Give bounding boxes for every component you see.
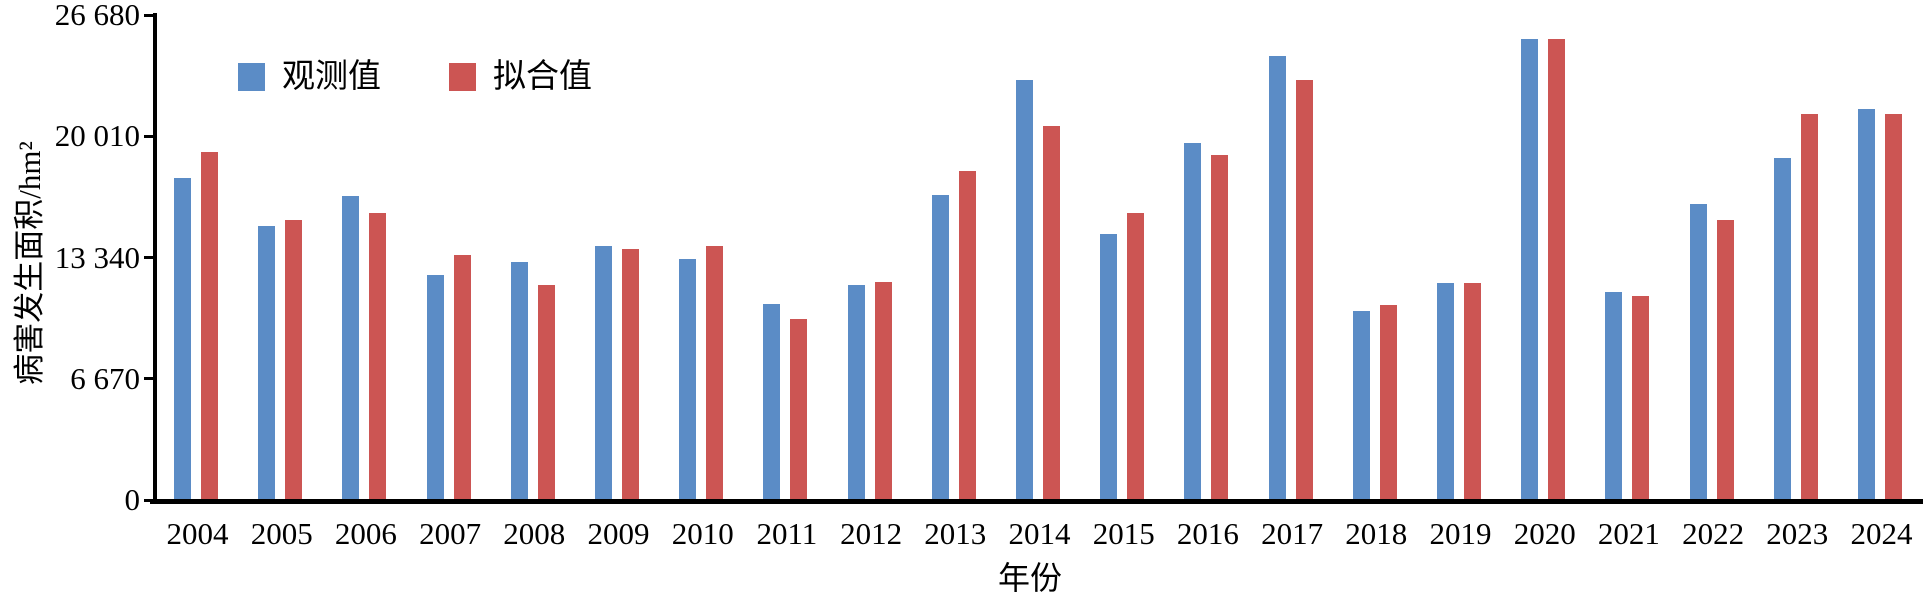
- x-tick-label-2005: 2005: [250, 516, 313, 551]
- bar-fitted-2005: [285, 220, 303, 500]
- bar-observed-2008: [510, 261, 528, 500]
- x-tick-label-2019: 2019: [1429, 516, 1492, 551]
- x-tick-label-2012: 2012: [840, 516, 903, 551]
- bar-observed-2012: [847, 284, 865, 500]
- bar-fitted-2016: [1211, 154, 1229, 500]
- bar-fitted-2023: [1800, 113, 1818, 500]
- x-tick-label-2004: 2004: [166, 516, 229, 551]
- bar-observed-2018: [1352, 310, 1370, 500]
- y-tick-mark: [144, 134, 154, 138]
- x-tick-label-2017: 2017: [1261, 516, 1324, 551]
- legend-label-observed: 观测值: [282, 59, 381, 95]
- x-tick-label-2007: 2007: [419, 516, 482, 551]
- bar-fitted-2014: [1043, 125, 1060, 500]
- bar-observed-2011: [763, 303, 781, 500]
- y-tick-label: 13 340: [54, 239, 140, 275]
- y-axis-line: [153, 13, 157, 504]
- bar-observed-2015: [1100, 233, 1118, 500]
- bar-fitted-2011: [790, 319, 808, 500]
- bar-fitted-2022: [1716, 220, 1734, 500]
- x-tick-label-2023: 2023: [1766, 516, 1829, 551]
- x-tick-label-2024: 2024: [1850, 516, 1913, 551]
- y-tick-label: 20 010: [54, 118, 140, 154]
- x-tick-label-2016: 2016: [1176, 516, 1239, 551]
- bar-observed-2013: [931, 194, 949, 500]
- x-tick-label-2022: 2022: [1682, 516, 1745, 551]
- y-tick-mark: [144, 377, 154, 381]
- x-tick-label-2020: 2020: [1513, 516, 1576, 551]
- bar-observed-2004: [174, 178, 191, 500]
- bar-fitted-2015: [1127, 212, 1145, 500]
- y-tick-mark: [144, 256, 154, 259]
- bar-fitted-2012: [874, 281, 892, 500]
- bar-observed-2023: [1773, 158, 1791, 500]
- x-tick-label-2006: 2006: [334, 516, 397, 551]
- x-axis-title: 年份: [997, 560, 1062, 596]
- x-tick-label-2015: 2015: [1092, 516, 1155, 551]
- bar-observed-2007: [426, 274, 444, 500]
- bar-fitted-2021: [1632, 296, 1650, 500]
- bar-observed-2021: [1605, 291, 1623, 500]
- y-tick-mark: [144, 13, 154, 17]
- y-tick-mark: [144, 498, 154, 502]
- x-tick-label-2018: 2018: [1345, 516, 1408, 551]
- bar-observed-2014: [1016, 80, 1033, 500]
- legend-label-fitted: 拟合值: [493, 59, 592, 95]
- y-tick-label: 0: [124, 482, 141, 517]
- x-tick-label-2011: 2011: [756, 516, 818, 551]
- legend-swatch-observed: [238, 63, 265, 91]
- bar-fitted-2024: [1885, 113, 1902, 500]
- bar-observed-2019: [1437, 282, 1454, 500]
- bar-observed-2024: [1858, 109, 1875, 500]
- bar-observed-2022: [1689, 203, 1707, 500]
- bar-observed-2020: [1521, 39, 1539, 500]
- bar-fitted-2010: [706, 245, 724, 500]
- x-tick-label-2013: 2013: [924, 516, 987, 551]
- bar-observed-2016: [1184, 142, 1202, 500]
- bar-fitted-2008: [537, 284, 555, 500]
- bar-fitted-2019: [1464, 282, 1481, 500]
- bar-fitted-2004: [201, 151, 218, 500]
- bar-fitted-2006: [369, 212, 387, 500]
- bar-fitted-2007: [453, 254, 471, 500]
- x-tick-label-2009: 2009: [587, 516, 650, 551]
- bar-observed-2005: [258, 225, 276, 500]
- legend: 观测值 拟合值: [238, 60, 592, 94]
- y-tick-label: 26 680: [54, 0, 140, 32]
- bar-fitted-2013: [958, 171, 976, 500]
- bar-fitted-2009: [622, 249, 639, 500]
- x-tick-label-2010: 2010: [671, 516, 734, 551]
- x-tick-label-2008: 2008: [503, 516, 566, 551]
- x-axis-line: [150, 499, 1923, 504]
- bar-observed-2017: [1268, 56, 1286, 500]
- bar-fitted-2020: [1548, 39, 1566, 500]
- legend-swatch-fitted: [449, 63, 476, 91]
- bar-observed-2006: [342, 196, 360, 500]
- bar-observed-2009: [595, 246, 612, 500]
- bar-observed-2010: [679, 259, 697, 500]
- bar-fitted-2018: [1379, 304, 1397, 500]
- x-tick-label-2014: 2014: [1008, 516, 1071, 551]
- bar-fitted-2017: [1295, 80, 1313, 500]
- x-tick-label-2021: 2021: [1597, 516, 1660, 551]
- y-tick-label: 6 670: [70, 360, 140, 396]
